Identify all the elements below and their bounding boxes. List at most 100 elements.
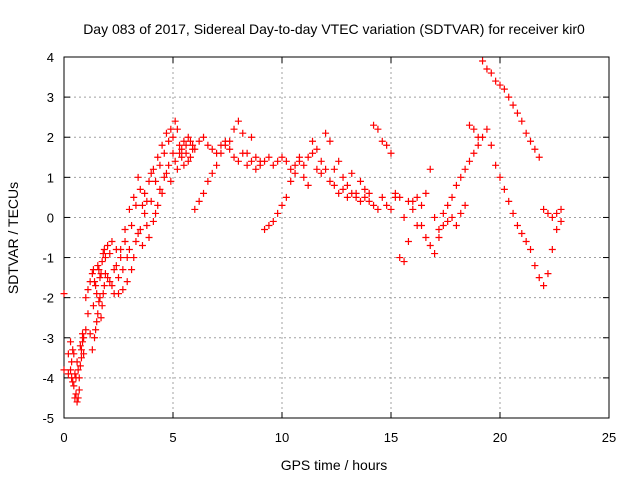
data-point [173,165,181,173]
data-point [145,234,153,241]
data-point [77,354,85,362]
data-point [158,189,166,197]
data-point [431,213,439,221]
data-point [396,193,404,201]
data-point [180,161,188,169]
y-tick-labels: -5 -4 -3 -2 -1 0 1 2 3 4 [42,50,54,426]
data-point [518,117,526,125]
data-point [274,209,282,217]
data-point [76,362,84,370]
data-point [535,274,543,282]
data-point [496,81,504,89]
y-tick-label: -1 [42,251,54,266]
data-point [239,149,247,157]
data-point [70,382,78,390]
data-point [274,157,282,165]
data-point [361,185,369,193]
data-point [287,177,295,185]
x-tick-label: 10 [275,430,289,445]
data-point [387,205,395,213]
x-tick-label: 0 [60,430,67,445]
y-tick-label: 3 [47,90,54,105]
data-point [134,229,142,237]
data-point [431,250,439,258]
data-point [92,326,100,334]
data-point [470,149,478,157]
data-point [156,185,164,193]
data-point [189,141,197,149]
data-point [400,213,408,221]
data-point [143,197,151,205]
data-point [104,242,112,250]
data-point [165,161,173,169]
data-point [99,290,107,298]
data-point [128,221,136,229]
data-point [106,278,114,286]
data-point [94,310,102,318]
data-point [121,225,129,233]
data-point [213,149,221,157]
data-point [317,157,325,165]
data-point [89,302,97,310]
chart-title: Day 083 of 2017, Sidereal Day-to-day VTE… [83,21,585,37]
data-point [269,217,277,225]
data-point [84,310,92,318]
data-point [317,169,325,177]
data-point [439,209,447,217]
data-point [100,282,108,290]
data-point [404,197,412,205]
data-point [535,153,543,161]
data-point [195,197,203,205]
y-axis-label: SDTVAR / TECUs [5,182,21,294]
data-point [505,197,513,205]
data-point [470,125,478,133]
data-point [70,350,78,358]
data-point [108,282,116,290]
data-point [300,173,308,181]
data-point [86,330,94,338]
y-tick-label: -3 [42,331,54,346]
data-point [269,161,277,169]
data-point [282,193,290,201]
data-point [330,165,338,173]
data-point [119,266,127,274]
data-point [370,201,378,209]
data-point [138,242,146,250]
data-point [282,157,290,165]
y-tick-label: 2 [47,130,54,145]
data-point [204,141,212,149]
data-point [99,250,107,258]
data-point [119,286,127,294]
data-point [154,153,162,161]
data-point [208,145,216,153]
data-point [125,205,133,213]
data-point [173,125,181,133]
x-tick-label: 15 [384,430,398,445]
data-point [95,298,103,306]
data-point [544,270,552,278]
data-point [457,209,465,217]
data-point [96,274,104,282]
data-point [391,189,399,197]
data-point [72,374,80,382]
data-point [387,149,395,157]
data-point [383,141,391,149]
data-point [200,133,208,141]
data-point [422,234,430,241]
data-point [184,157,192,165]
data-point [313,165,321,173]
data-point [106,250,114,258]
data-point [72,390,80,398]
data-point [88,346,96,354]
data-point [422,189,430,197]
data-point [457,173,465,181]
data-point [156,161,164,169]
data-point [108,238,116,246]
y-tick-label: 4 [47,50,54,65]
data-point [149,217,157,225]
data-point [291,169,299,177]
data-point [383,201,391,209]
data-point [171,157,179,165]
data-point [483,125,491,133]
data-point [195,137,203,145]
